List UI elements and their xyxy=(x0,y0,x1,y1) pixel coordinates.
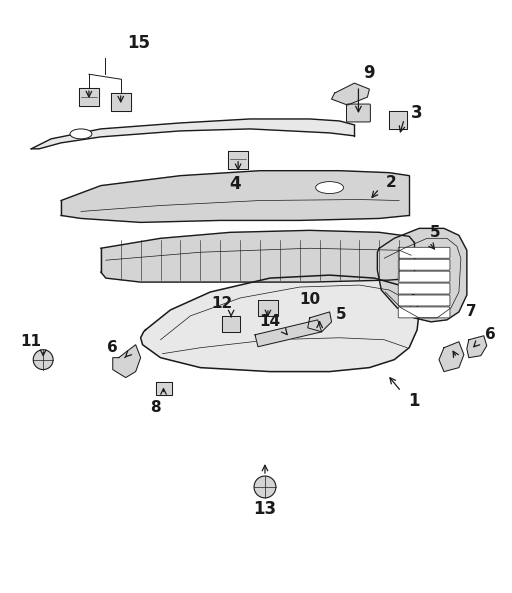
Polygon shape xyxy=(79,88,99,106)
Polygon shape xyxy=(113,345,141,378)
Text: 9: 9 xyxy=(364,64,375,82)
Text: 14: 14 xyxy=(260,314,281,329)
Ellipse shape xyxy=(254,476,276,498)
Ellipse shape xyxy=(33,350,53,369)
Polygon shape xyxy=(467,336,487,358)
Text: 2: 2 xyxy=(386,175,397,190)
Polygon shape xyxy=(228,151,248,168)
Polygon shape xyxy=(389,111,407,129)
Polygon shape xyxy=(439,342,464,372)
FancyBboxPatch shape xyxy=(347,104,370,122)
Text: 5: 5 xyxy=(430,225,440,240)
Polygon shape xyxy=(332,83,369,105)
Polygon shape xyxy=(141,275,419,372)
FancyBboxPatch shape xyxy=(398,259,450,270)
FancyBboxPatch shape xyxy=(398,271,450,282)
Polygon shape xyxy=(308,312,332,332)
Ellipse shape xyxy=(316,181,344,193)
Text: 3: 3 xyxy=(411,104,423,122)
FancyBboxPatch shape xyxy=(398,283,450,294)
Polygon shape xyxy=(377,228,467,322)
Polygon shape xyxy=(111,93,131,111)
Polygon shape xyxy=(61,171,409,222)
Polygon shape xyxy=(156,381,173,396)
Polygon shape xyxy=(258,300,278,316)
Text: 10: 10 xyxy=(299,292,321,308)
Text: 5: 5 xyxy=(336,307,347,323)
Text: 6: 6 xyxy=(485,327,496,342)
Text: 8: 8 xyxy=(150,400,161,415)
Ellipse shape xyxy=(70,129,92,139)
Text: 6: 6 xyxy=(108,340,118,355)
Text: 11: 11 xyxy=(20,334,41,349)
Text: 7: 7 xyxy=(465,304,476,320)
Text: 1: 1 xyxy=(409,393,420,410)
Text: 12: 12 xyxy=(211,296,233,311)
Text: 13: 13 xyxy=(253,500,276,518)
Text: 4: 4 xyxy=(229,174,241,193)
Polygon shape xyxy=(222,316,240,332)
Text: 15: 15 xyxy=(127,34,150,52)
Polygon shape xyxy=(255,320,322,347)
FancyBboxPatch shape xyxy=(398,247,450,258)
Polygon shape xyxy=(101,230,414,282)
FancyBboxPatch shape xyxy=(398,307,450,318)
Polygon shape xyxy=(31,119,354,149)
FancyBboxPatch shape xyxy=(398,295,450,306)
